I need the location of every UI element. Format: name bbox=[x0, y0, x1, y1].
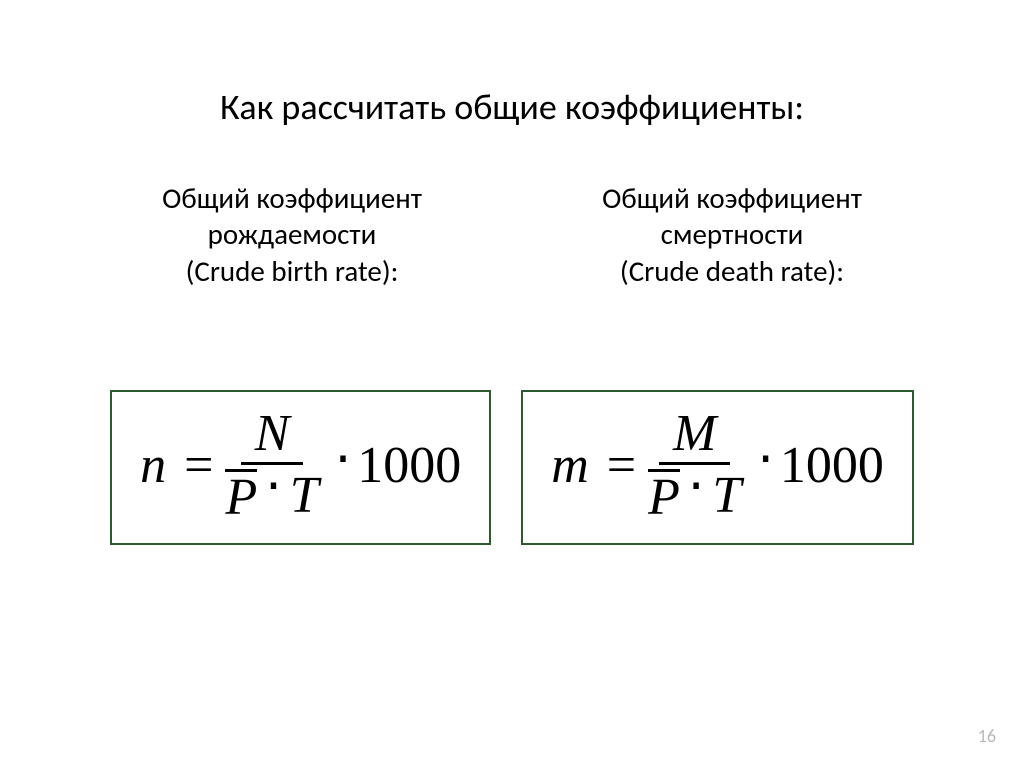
right-subtitle-line1: Общий коэффициент bbox=[602, 180, 862, 216]
multiply-icon: ⋅ bbox=[757, 430, 774, 490]
denominator-p-bar: P bbox=[225, 469, 257, 524]
left-subtitle-line3: (Crude birth rate): bbox=[186, 253, 399, 289]
left-subtitle-line1: Общий коэффициент bbox=[162, 180, 422, 216]
constant: 1000 bbox=[357, 436, 461, 495]
left-subtitle-line2: рождаемости bbox=[208, 216, 377, 252]
cdot-icon: ⋅ bbox=[265, 462, 282, 514]
numerator: M bbox=[659, 408, 730, 465]
fraction: N P ⋅ T bbox=[223, 408, 320, 524]
right-subtitle-line3: (Crude death rate): bbox=[620, 253, 844, 289]
birth-rate-formula: n = N P ⋅ T ⋅ 1000 bbox=[110, 390, 491, 545]
page-number: 16 bbox=[978, 725, 996, 747]
denominator-p-bar: P bbox=[648, 469, 680, 524]
denominator-t: T bbox=[290, 470, 319, 522]
slide-title: Как рассчитать общие коэффициенты: bbox=[0, 85, 1024, 129]
denominator: P ⋅ T bbox=[223, 465, 320, 524]
numerator: N bbox=[241, 408, 304, 465]
denominator: P ⋅ T bbox=[646, 465, 743, 524]
formulas-row: n = N P ⋅ T ⋅ 1000 m = M P ⋅ T bbox=[0, 390, 1024, 545]
multiply-icon: ⋅ bbox=[335, 430, 352, 490]
right-subtitle-line2: смертности bbox=[661, 216, 804, 252]
subtitles-row: Общий коэффициент рождаемости (Crude bir… bbox=[0, 180, 1024, 289]
cdot-icon: ⋅ bbox=[688, 462, 705, 514]
death-rate-formula: m = M P ⋅ T ⋅ 1000 bbox=[521, 390, 914, 545]
left-subtitle: Общий коэффициент рождаемости (Crude bir… bbox=[102, 180, 482, 289]
constant: 1000 bbox=[780, 436, 884, 495]
formula-lhs: m bbox=[551, 436, 589, 495]
equals-sign: = bbox=[184, 436, 213, 495]
slide: Как рассчитать общие коэффициенты: Общий… bbox=[0, 0, 1024, 767]
formula-lhs: n bbox=[140, 436, 166, 495]
denominator-t: T bbox=[712, 470, 741, 522]
right-subtitle: Общий коэффициент смертности (Crude deat… bbox=[542, 180, 922, 289]
fraction: M P ⋅ T bbox=[646, 408, 743, 524]
equals-sign: = bbox=[607, 436, 636, 495]
